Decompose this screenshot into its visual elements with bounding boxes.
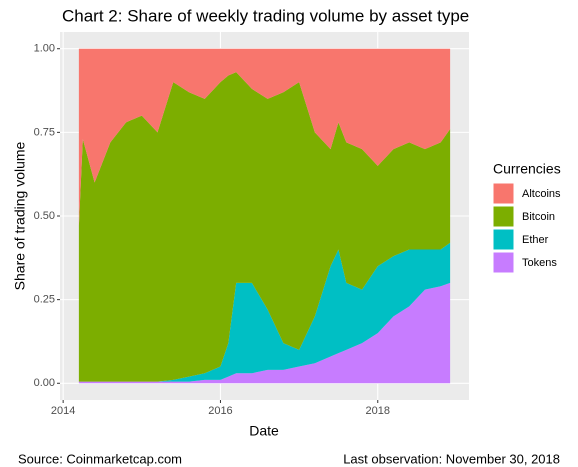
source: Source: Coinmarketcap.com bbox=[18, 451, 182, 466]
legend-label: Tokens bbox=[522, 257, 557, 269]
x-tick-label: 2016 bbox=[208, 405, 232, 417]
y-tick-label: 0.75 bbox=[34, 126, 55, 138]
legend-swatch bbox=[492, 182, 515, 205]
x-tick-label: 2014 bbox=[51, 405, 75, 417]
y-tick-label: 0.00 bbox=[34, 377, 55, 389]
y-tick-label: 0.50 bbox=[34, 210, 55, 222]
area bbox=[78, 282, 451, 384]
legend-swatch bbox=[492, 228, 515, 251]
area bbox=[78, 72, 451, 382]
legend-label: Altcoins bbox=[522, 188, 561, 200]
note: Last observation: November 30, 2018 bbox=[343, 451, 560, 466]
legend-swatch bbox=[492, 251, 515, 274]
x-tick-label: 2018 bbox=[366, 405, 390, 417]
area bbox=[78, 242, 451, 382]
y-tick-label: 1.00 bbox=[34, 43, 55, 55]
legend-label: Ether bbox=[522, 234, 549, 246]
legend-swatch bbox=[492, 205, 515, 228]
x-axis-label: Date bbox=[249, 423, 279, 439]
legend-title: Currencies bbox=[493, 161, 561, 177]
chart-title: Chart 2: Share of weekly trading volume … bbox=[62, 6, 469, 25]
y-axis-label: Share of trading volume bbox=[12, 141, 28, 290]
legend-label: Bitcoin bbox=[522, 211, 555, 223]
y-tick-label: 0.25 bbox=[34, 294, 55, 306]
area bbox=[78, 48, 451, 227]
